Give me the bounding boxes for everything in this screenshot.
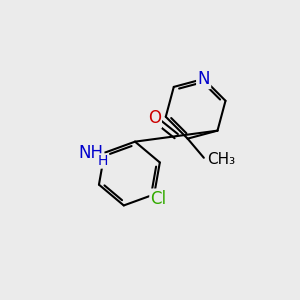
Text: N: N <box>197 70 210 88</box>
Text: O: O <box>148 110 161 128</box>
Text: NH: NH <box>78 144 103 162</box>
Text: Cl: Cl <box>151 190 167 208</box>
Text: CH₃: CH₃ <box>207 152 236 167</box>
Text: H: H <box>98 154 108 168</box>
